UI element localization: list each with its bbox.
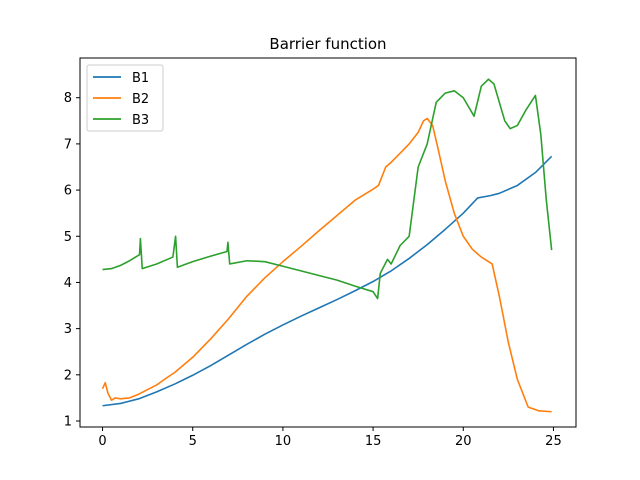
- y-tick-label: 1: [64, 414, 72, 429]
- y-tick-label: 4: [64, 276, 72, 291]
- series-line-b3: [102, 78, 553, 300]
- y-tick-label: 8: [64, 91, 72, 106]
- series-line-b2: [101, 117, 552, 413]
- x-tick-label: 15: [365, 434, 382, 449]
- legend-label-b1: B1: [132, 71, 149, 86]
- y-tick-label: 7: [64, 137, 72, 152]
- x-tick-label: 10: [275, 434, 292, 449]
- y-tick-label: 3: [64, 322, 72, 337]
- series-line-b1: [102, 155, 553, 407]
- series-layer: [101, 78, 553, 413]
- x-tick-label: 20: [455, 434, 472, 449]
- legend: B1 B2 B3: [86, 64, 164, 132]
- legend-label-b3: B3: [132, 113, 149, 128]
- chart-title: Barrier function: [269, 35, 386, 53]
- legend-box: [86, 64, 164, 132]
- x-tick-label: 25: [545, 434, 562, 449]
- axis-layer: 0 5 10 15 20 25 1 2 3 4 5 6 7 8: [64, 91, 562, 449]
- plot-frame: [79, 57, 577, 428]
- y-tick-label: 6: [64, 184, 72, 199]
- y-tick-label: 5: [64, 230, 72, 245]
- x-tick-label: 5: [189, 434, 197, 449]
- x-tick-label: 0: [98, 434, 106, 449]
- y-tick-label: 2: [64, 368, 72, 383]
- legend-label-b2: B2: [132, 92, 149, 107]
